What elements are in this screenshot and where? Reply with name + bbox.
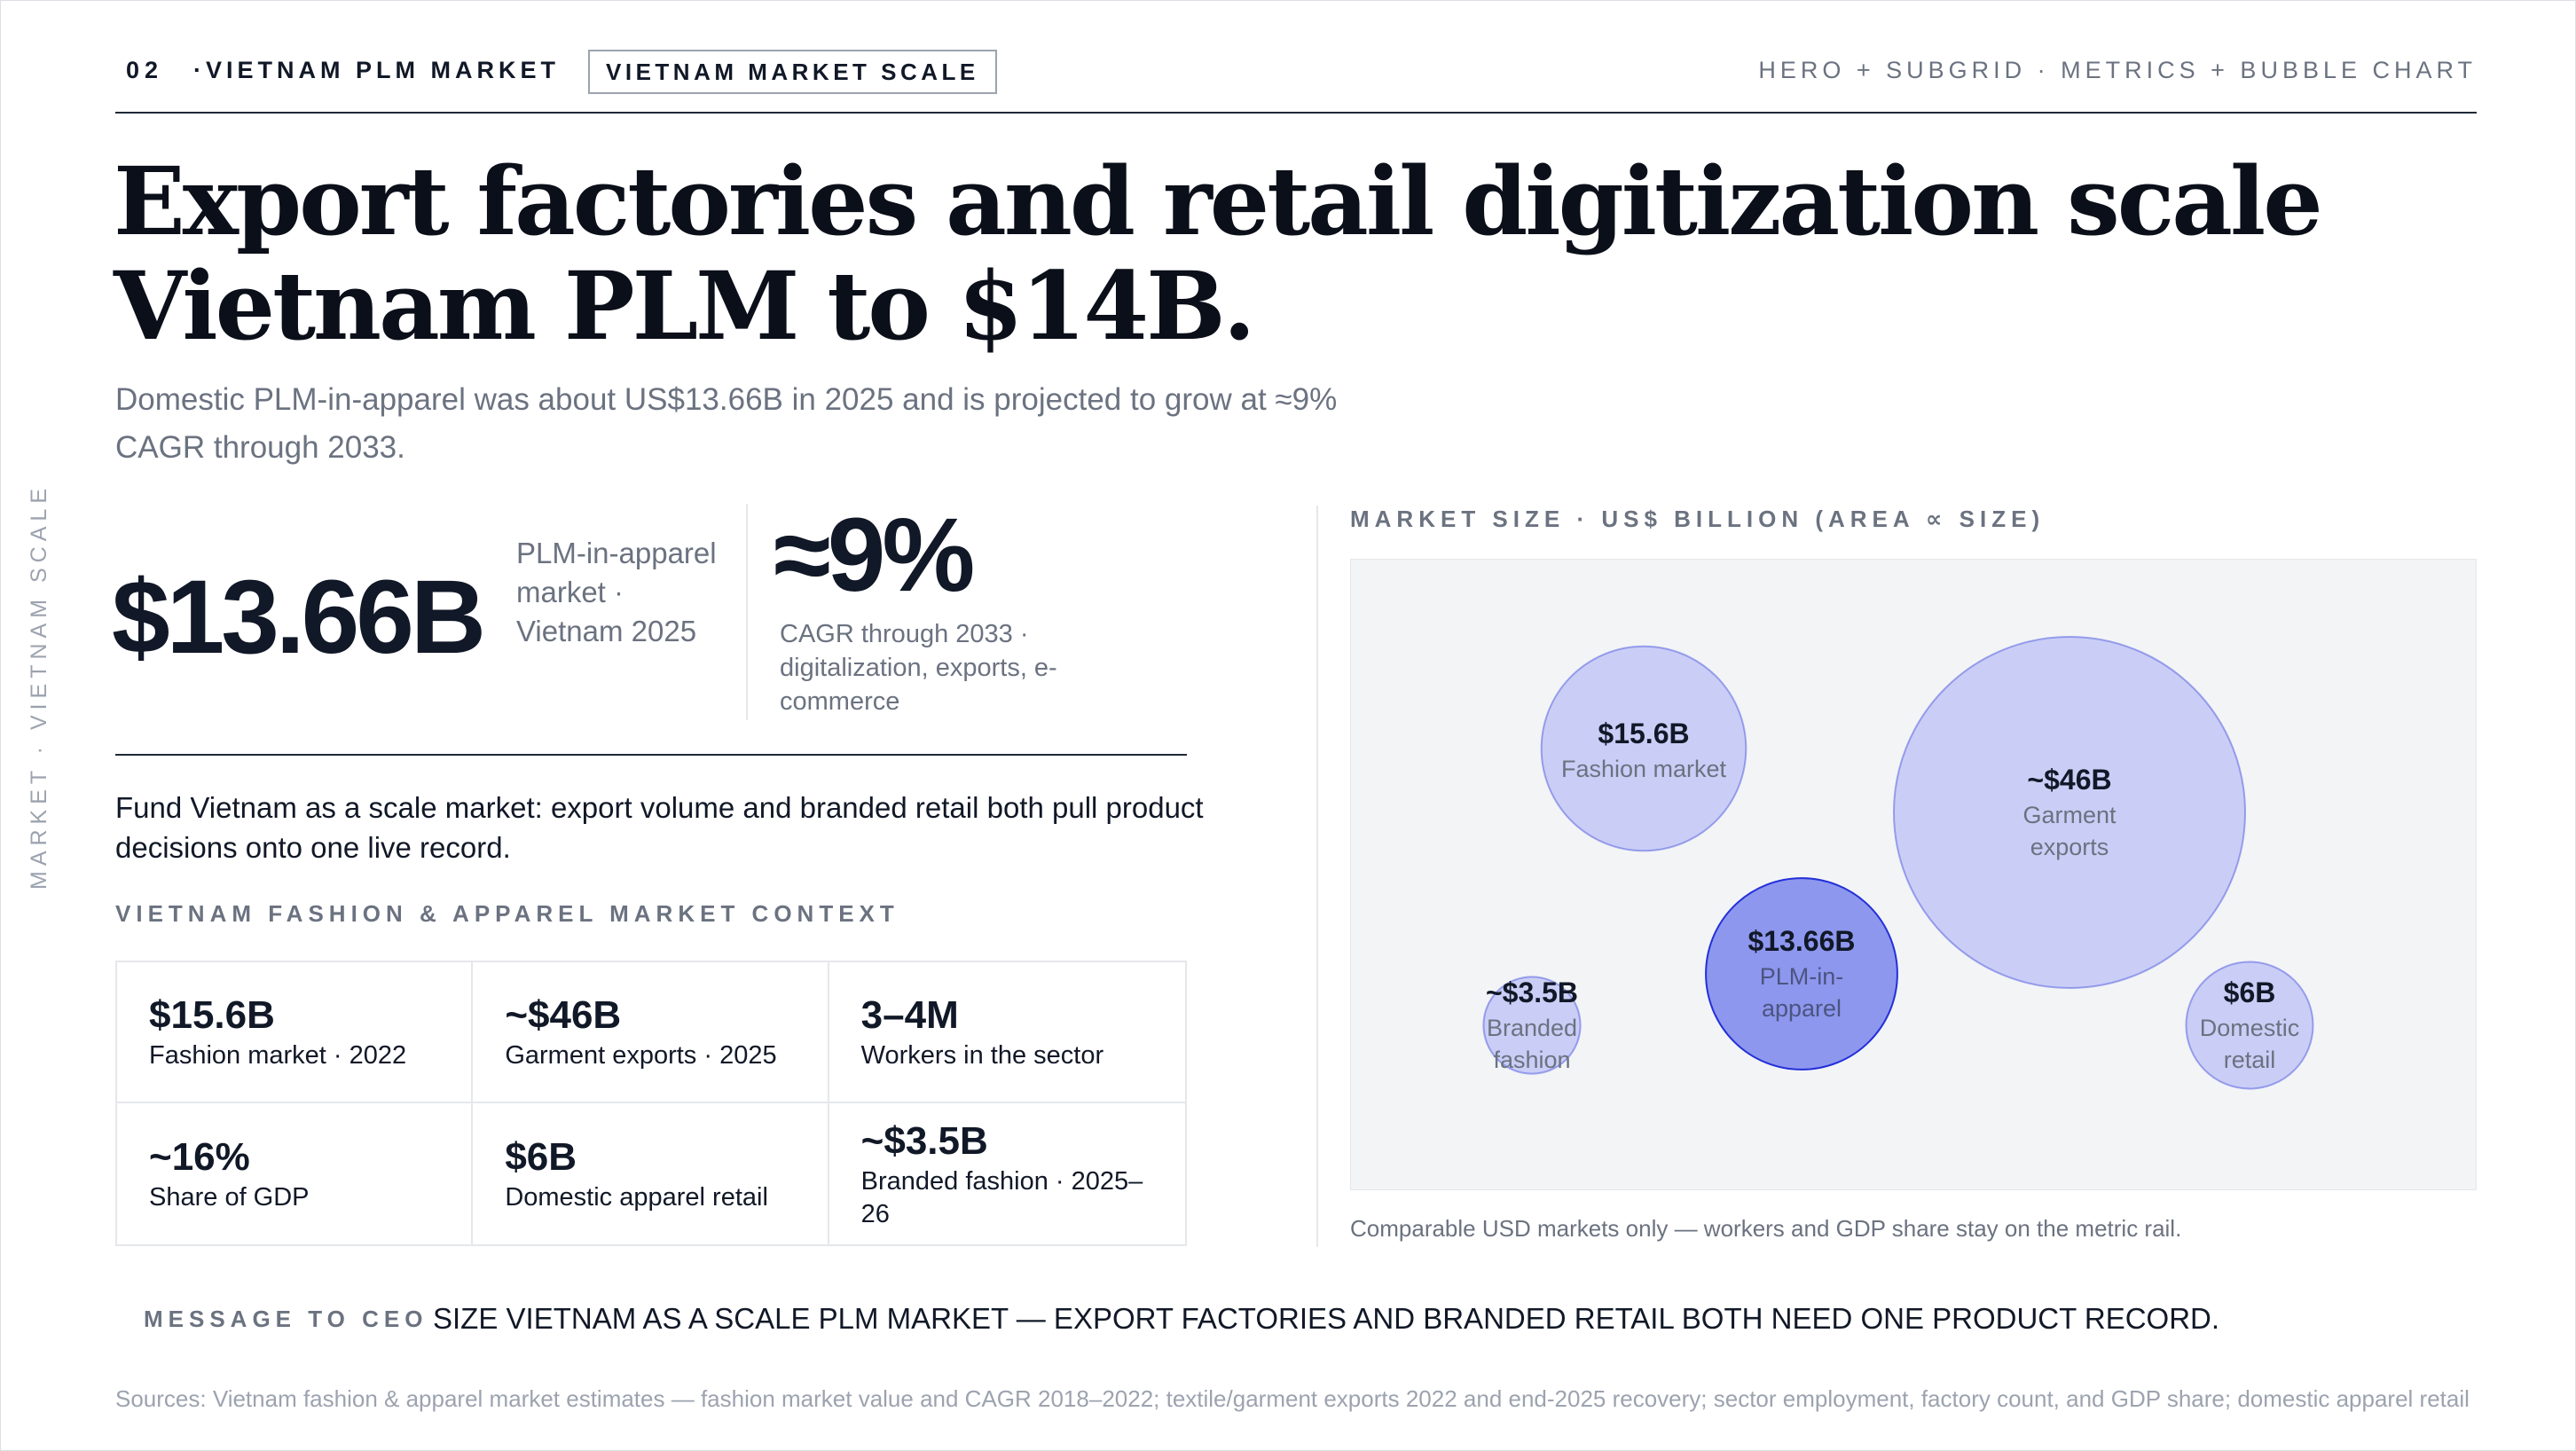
context-cell: $6B Domestic apparel retail <box>473 1103 829 1244</box>
bubble-chart: $15.6B Fashion market ~$46B Garment exports $… <box>1350 559 2477 1190</box>
section-number: 02 <box>126 57 164 83</box>
section-name: ·VIETNAM PLM MARKET <box>193 57 560 83</box>
hero-divider <box>746 504 748 720</box>
context-cell: ~$3.5B Branded fashion · 2025–26 <box>829 1103 1185 1244</box>
context-value: ~16% <box>149 1135 250 1179</box>
hero-caption: PLM-in-apparel market · Vietnam 2025 <box>516 537 717 647</box>
header: 02 ·VIETNAM PLM MARKET VIETNAM MARKET SC… <box>115 50 2477 114</box>
side-label: MARKET · VIETNAM SCALE <box>27 483 51 890</box>
context-value: ~$3.5B <box>860 1118 988 1163</box>
bubble-value-label: $13.66B <box>1748 925 1856 957</box>
bubble-value-label: ~$46B <box>2027 764 2111 796</box>
context-label-text: Branded fashion · 2025–26 <box>860 1166 1143 1228</box>
layout-note: HERO + SUBGRID · METRICS + BUBBLE CHART <box>1758 57 2477 83</box>
context-cell: ~$46B Garment exports · 2025 <box>473 962 829 1103</box>
bubble-domestic-retail <box>2185 961 2314 1090</box>
context-cell: $15.6B Fashion market · 2022 <box>117 962 474 1103</box>
context-value: ~$46B <box>505 993 622 1037</box>
bubble-value-label: $15.6B <box>1598 718 1689 749</box>
fund-statement: Fund Vietnam as a scale market: export v… <box>115 791 1204 864</box>
hero-cagr: ≈9% <box>774 497 975 614</box>
bubble-name-label: Garment exports <box>2022 802 2117 860</box>
context-label-text: Garment exports · 2025 <box>505 1041 777 1070</box>
bubble-name-label: Domestic retail <box>2200 1015 2300 1073</box>
bubble-value-label: $6B <box>2224 976 2276 1008</box>
hero-metrics: $13.66B PLM-in-apparel market · Vietnam … <box>112 497 1187 756</box>
headline: Export factories and retail digitization… <box>114 145 2323 361</box>
context-label-text: Domestic apparel retail <box>505 1183 768 1212</box>
bubble-name-label: Fashion market <box>1561 756 1727 782</box>
bubble-value-label: ~$3.5B <box>1486 976 1578 1008</box>
context-cell: ~16% Share of GDP <box>117 1103 474 1244</box>
context-label-text: Fashion market · 2022 <box>149 1041 407 1070</box>
section-tag: VIETNAM MARKET SCALE <box>588 50 997 94</box>
bubble-plm-in-apparel <box>1705 877 1898 1071</box>
subhead: Domestic PLM-in-apparel was about US$13.… <box>115 382 1338 465</box>
bubble-branded-fashion <box>1482 976 1582 1075</box>
column-divider <box>1316 506 1318 1247</box>
bubble-fashion-market <box>1540 645 1747 852</box>
context-grid: $15.6B Fashion market · 2022 ~$46B Garme… <box>115 961 1187 1246</box>
context-label-text: Share of GDP <box>149 1183 310 1212</box>
chart-note: Comparable USD markets only — workers an… <box>1350 1215 2182 1242</box>
context-value: $6B <box>505 1135 577 1179</box>
message-text: SIZE VIETNAM AS A SCALE PLM MARKET — EXP… <box>433 1302 2220 1335</box>
bubble-name-label: Branded fashion <box>1487 1015 1577 1073</box>
sources: Sources: Vietnam fashion & apparel marke… <box>115 1385 2477 1412</box>
context-label: VIETNAM FASHION & APPAREL MARKET CONTEXT <box>115 900 899 927</box>
context-value: $15.6B <box>149 993 275 1037</box>
bubble-garment-exports <box>1893 636 2246 989</box>
chart-label: MARKET SIZE · US$ BILLION (AREA ∝ SIZE) <box>1350 506 2046 532</box>
context-value: 3–4M <box>860 993 959 1037</box>
message-label: MESSAGE TO CEO <box>144 1306 428 1332</box>
bubble-name-label: PLM-in-apparel <box>1760 963 1844 1022</box>
hero-value: $13.66B <box>112 559 486 676</box>
hero-cagr-caption: CAGR through 2033 · digitalization, expo… <box>780 620 1057 716</box>
context-label-text: Workers in the sector <box>860 1041 1104 1070</box>
context-cell: 3–4M Workers in the sector <box>829 962 1185 1103</box>
